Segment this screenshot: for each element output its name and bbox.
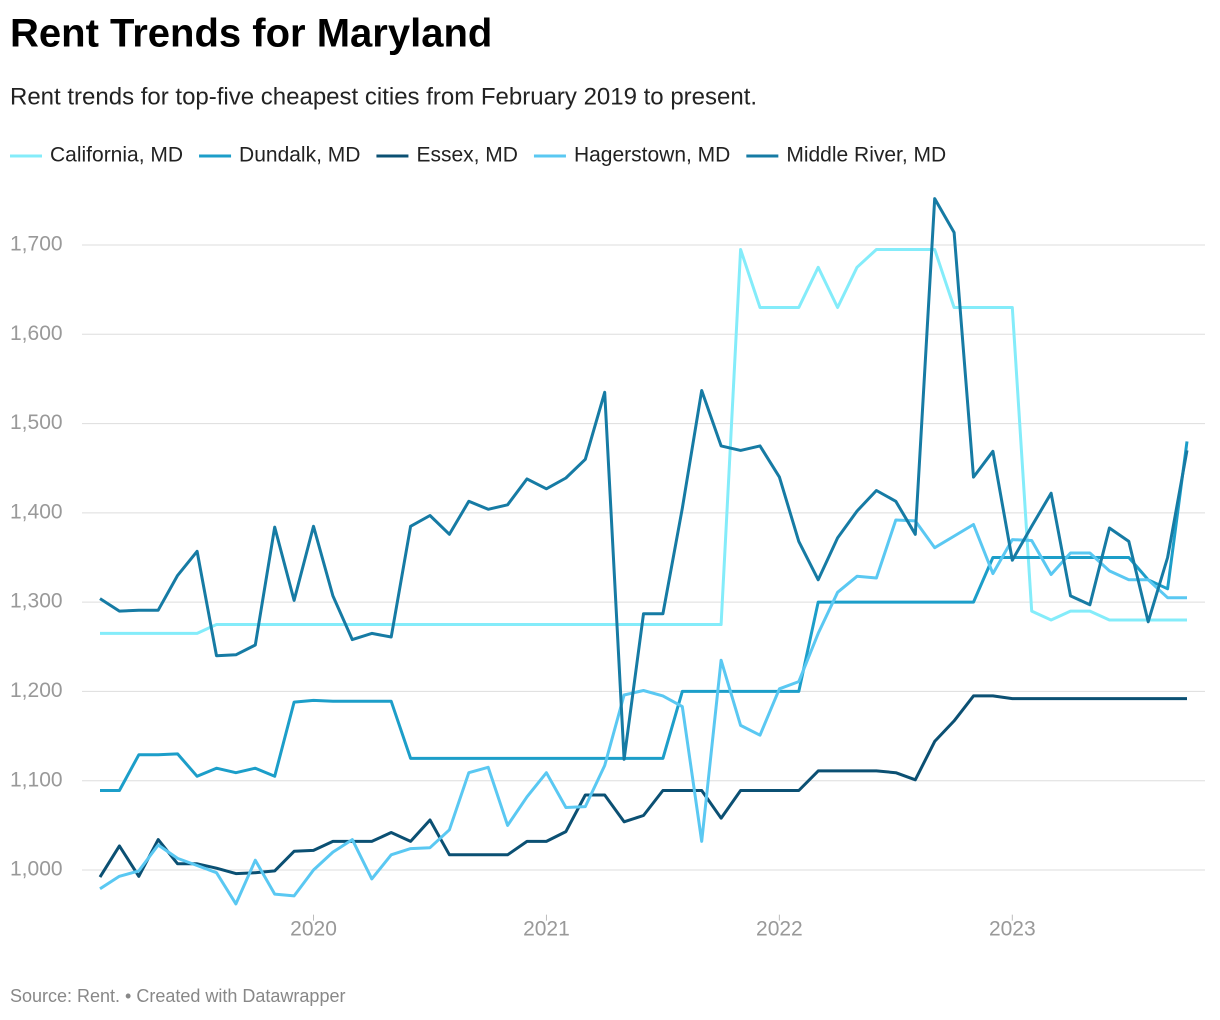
y-tick-label: 1,600: [10, 322, 63, 345]
legend-label: California, MD: [50, 144, 183, 167]
series-line: [99, 197, 1189, 761]
chart-subtitle: Rent trends for top-five cheapest cities…: [10, 83, 757, 110]
legend-label: Hagerstown, MD: [574, 144, 730, 167]
x-tick-label: 2021: [523, 918, 570, 941]
y-tick-label: 1,200: [10, 679, 63, 702]
y-tick-label: 1,300: [10, 590, 63, 613]
legend-label: Dundalk, MD: [239, 144, 360, 167]
y-tick-label: 1,500: [10, 411, 63, 434]
series-line: [100, 248, 1187, 635]
y-tick-label: 1,100: [10, 768, 63, 791]
x-tick-label: 2020: [290, 918, 337, 941]
series-line: [100, 441, 1189, 792]
y-tick-label: 1,700: [10, 233, 63, 256]
series-line: [98, 694, 1187, 878]
y-tick-label: 1,400: [10, 500, 63, 523]
x-tick-label: 2022: [756, 918, 803, 941]
source-note: Source: Rent. • Created with Datawrapper: [10, 986, 345, 1006]
legend-label: Middle River, MD: [786, 144, 946, 167]
y-tick-label: 1,000: [10, 858, 63, 881]
chart-title: Rent Trends for Maryland: [10, 12, 492, 56]
x-tick-label: 2023: [989, 918, 1036, 941]
series-line: [99, 518, 1187, 906]
legend-label: Essex, MD: [416, 144, 518, 167]
